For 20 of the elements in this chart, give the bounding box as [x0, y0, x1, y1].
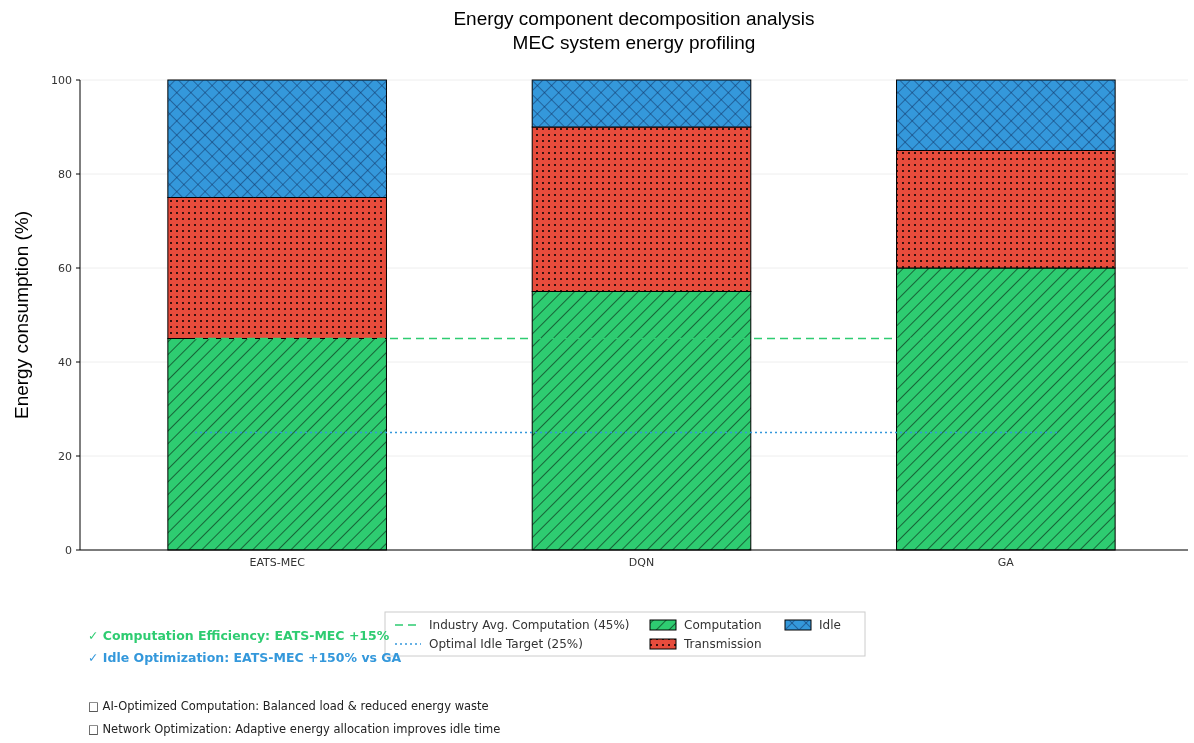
y-axis-title: Energy consumption (%)	[11, 210, 32, 420]
legend-label: Industry Avg. Computation (45%)	[429, 618, 630, 633]
chart-title: Energy component decomposition analysis MEC system energy profiling	[453, 8, 815, 53]
y-tick-label: 80	[58, 167, 72, 181]
y-tick-label: 60	[58, 261, 72, 275]
legend-label: Computation	[684, 618, 762, 633]
text: ✓ Computation Efficiency: EATS-MEC +15%	[88, 628, 390, 643]
y-tick-label: 20	[58, 449, 72, 463]
legend-label: Optimal Idle Target (25%)	[429, 637, 583, 652]
x-tick-label: GA	[997, 556, 1015, 569]
y-tick-label: 100	[51, 73, 72, 87]
text: □ AI-Optimized Computation: Balanced load & reduced energy waste	[88, 699, 489, 713]
legend-label: Transmission	[683, 637, 762, 652]
x-tick-label: DQN	[628, 556, 655, 569]
text: ✓ Idle Optimization: EATS-MEC +150% vs GA	[88, 650, 402, 665]
text: □ Network Optimization: Adaptive energy allocation improves idle time	[88, 722, 501, 736]
y-tick-label: 0	[65, 543, 72, 557]
y-tick-label: 40	[58, 355, 72, 369]
legend-label: Idle	[819, 618, 841, 633]
x-tick-label: EATS-MEC	[249, 556, 306, 569]
